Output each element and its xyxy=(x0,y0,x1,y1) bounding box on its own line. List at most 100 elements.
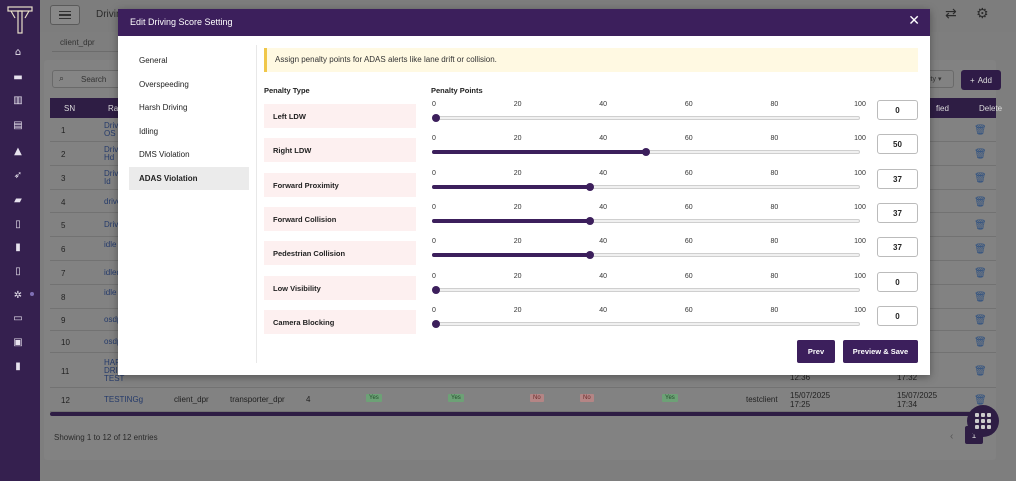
refresh-icon[interactable]: ⇄ xyxy=(945,6,957,22)
row-name-link[interactable]: Drive xyxy=(104,221,123,229)
delete-icon[interactable]: 🗑 xyxy=(974,315,987,326)
add-button[interactable]: + Add xyxy=(961,70,1001,90)
breadcrumb-client[interactable]: client_dpr xyxy=(60,38,95,47)
row-name-link[interactable]: Drive OS xyxy=(104,122,123,138)
tick-label: 40 xyxy=(599,204,608,211)
penalty-points-input[interactable]: 0 xyxy=(877,306,918,326)
delete-icon[interactable]: 🗑 xyxy=(974,149,987,160)
slider-thumb[interactable] xyxy=(432,286,440,294)
delete-icon[interactable]: 🗑 xyxy=(974,366,987,377)
menu-toggle-button[interactable] xyxy=(50,5,80,25)
penalty-points-input[interactable]: 37 xyxy=(877,237,918,257)
row-name-link[interactable]: osdp xyxy=(104,338,122,346)
slider-thumb[interactable] xyxy=(642,148,650,156)
settings-icon[interactable]: ⚙ xyxy=(976,6,989,22)
slider-track[interactable] xyxy=(432,116,860,120)
badge-icon[interactable]: ▣ xyxy=(13,336,23,348)
tick-label: 0 xyxy=(432,101,436,108)
delete-icon[interactable]: 🗑 xyxy=(974,197,987,208)
tab-overspeeding[interactable]: Overspeeding xyxy=(139,79,189,89)
prev-button[interactable]: Prev xyxy=(797,340,835,363)
delete-icon[interactable]: 🗑 xyxy=(974,244,987,255)
slider-thumb[interactable] xyxy=(432,114,440,122)
car-icon[interactable]: ▬ xyxy=(13,71,23,83)
penalty-slider[interactable]: 0 20 40 60 80 100 xyxy=(432,101,866,128)
delete-icon[interactable]: 🗑 xyxy=(974,125,987,136)
penalty-points-input[interactable]: 0 xyxy=(877,272,918,292)
row-name-link[interactable]: idled xyxy=(104,269,121,277)
id-card-icon[interactable]: ▤ xyxy=(13,119,23,131)
slider-thumb[interactable] xyxy=(586,251,595,259)
tab-idling[interactable]: Idling xyxy=(139,126,159,136)
delete-icon[interactable]: 🗑 xyxy=(974,292,987,303)
report-icon[interactable]: ▮ xyxy=(15,241,21,253)
penalty-slider[interactable]: 0 20 40 60 80 100 xyxy=(432,307,866,334)
slider-thumb[interactable] xyxy=(586,183,595,191)
tick-label: 40 xyxy=(599,238,608,245)
penalty-slider[interactable]: 0 20 40 60 80 100 xyxy=(432,273,866,300)
penalty-slider[interactable]: 0 20 40 60 80 100 xyxy=(432,135,866,162)
apps-grid-button[interactable] xyxy=(967,405,999,437)
penalty-points-input[interactable]: 37 xyxy=(877,169,918,189)
penalty-points-input[interactable]: 0 xyxy=(877,100,918,120)
tick-label: 60 xyxy=(684,135,693,142)
home-icon[interactable]: ⌂ xyxy=(14,46,22,58)
chart-icon[interactable]: ▥ xyxy=(13,94,23,106)
close-icon[interactable]: ✕ xyxy=(908,13,920,29)
tick-label: 20 xyxy=(513,307,522,314)
header-rating[interactable]: Rat xyxy=(108,104,121,113)
header-modified[interactable]: fied xyxy=(936,104,949,113)
delete-icon[interactable]: 🗑 xyxy=(974,220,987,231)
row-sn: 11 xyxy=(61,367,70,376)
penalty-points-input[interactable]: 37 xyxy=(877,203,918,223)
pagination-prev[interactable]: ‹ xyxy=(950,431,954,442)
tab-dms-violation[interactable]: DMS Violation xyxy=(139,150,190,160)
row-name-link[interactable]: idle d xyxy=(104,241,124,249)
slider-track[interactable] xyxy=(432,288,860,292)
slider-fill xyxy=(432,185,591,189)
slider-thumb[interactable] xyxy=(586,217,595,225)
delete-icon[interactable]: 🗑 xyxy=(974,395,987,406)
slider-scale: 0 20 40 60 80 100 xyxy=(432,101,866,111)
tab-harsh-driving[interactable]: Harsh Driving xyxy=(139,103,188,113)
row-name-link[interactable]: osdp xyxy=(104,316,122,324)
delete-icon[interactable]: 🗑 xyxy=(974,337,987,348)
slider-scale: 0 20 40 60 80 100 xyxy=(432,273,866,283)
row-name-link[interactable]: drive xyxy=(104,198,122,206)
tick-label: 100 xyxy=(854,101,866,108)
file-icon[interactable]: ▯ xyxy=(15,265,21,277)
battery-icon[interactable]: ▮ xyxy=(15,360,21,372)
gear-icon[interactable]: ✲ xyxy=(13,289,23,301)
row-sn: 5 xyxy=(61,221,66,230)
truck-icon[interactable]: ▰ xyxy=(14,194,22,206)
row12-flag-yes: Yes xyxy=(662,394,678,402)
tab-adas-violation[interactable]: ADAS Violation xyxy=(129,166,249,190)
document-icon[interactable]: ▯ xyxy=(15,218,21,230)
edit-driving-score-modal: Edit Driving Score Setting ✕ General Over… xyxy=(118,9,930,375)
tab-general[interactable]: General xyxy=(139,56,168,66)
row-name-link[interactable]: HAR DRIV TEST xyxy=(104,359,125,383)
slider-track[interactable] xyxy=(432,322,860,326)
row-name-link[interactable]: Drive Id xyxy=(104,170,123,186)
horizontal-scrollbar[interactable] xyxy=(50,412,990,416)
slider-thumb[interactable] xyxy=(432,320,440,328)
tick-label: 40 xyxy=(599,307,608,314)
delete-icon[interactable]: 🗑 xyxy=(974,173,987,184)
tick-label: 0 xyxy=(432,307,436,314)
penalty-slider[interactable]: 0 20 40 60 80 100 xyxy=(432,238,866,265)
row-name-link[interactable]: idle d xyxy=(104,289,124,297)
penalty-slider[interactable]: 0 20 40 60 80 100 xyxy=(432,170,866,197)
penalty-slider[interactable]: 0 20 40 60 80 100 xyxy=(432,204,866,231)
card-icon[interactable]: ▭ xyxy=(13,312,23,324)
row-name-link[interactable]: TESTINGg xyxy=(104,396,144,404)
delete-icon[interactable]: 🗑 xyxy=(974,268,987,279)
bell-icon[interactable]: ▲ xyxy=(14,145,22,157)
penalty-points-input[interactable]: 50 xyxy=(877,134,918,154)
preview-save-button[interactable]: Preview & Save xyxy=(843,340,918,363)
header-sn[interactable]: SN xyxy=(64,104,76,113)
row-name-link[interactable]: Drive Hd xyxy=(104,146,123,162)
tick-label: 80 xyxy=(770,135,779,142)
penalty-label: Forward Proximity xyxy=(264,173,416,197)
page-title: Drivin xyxy=(96,9,122,20)
rocket-icon[interactable]: ➶ xyxy=(13,169,23,181)
